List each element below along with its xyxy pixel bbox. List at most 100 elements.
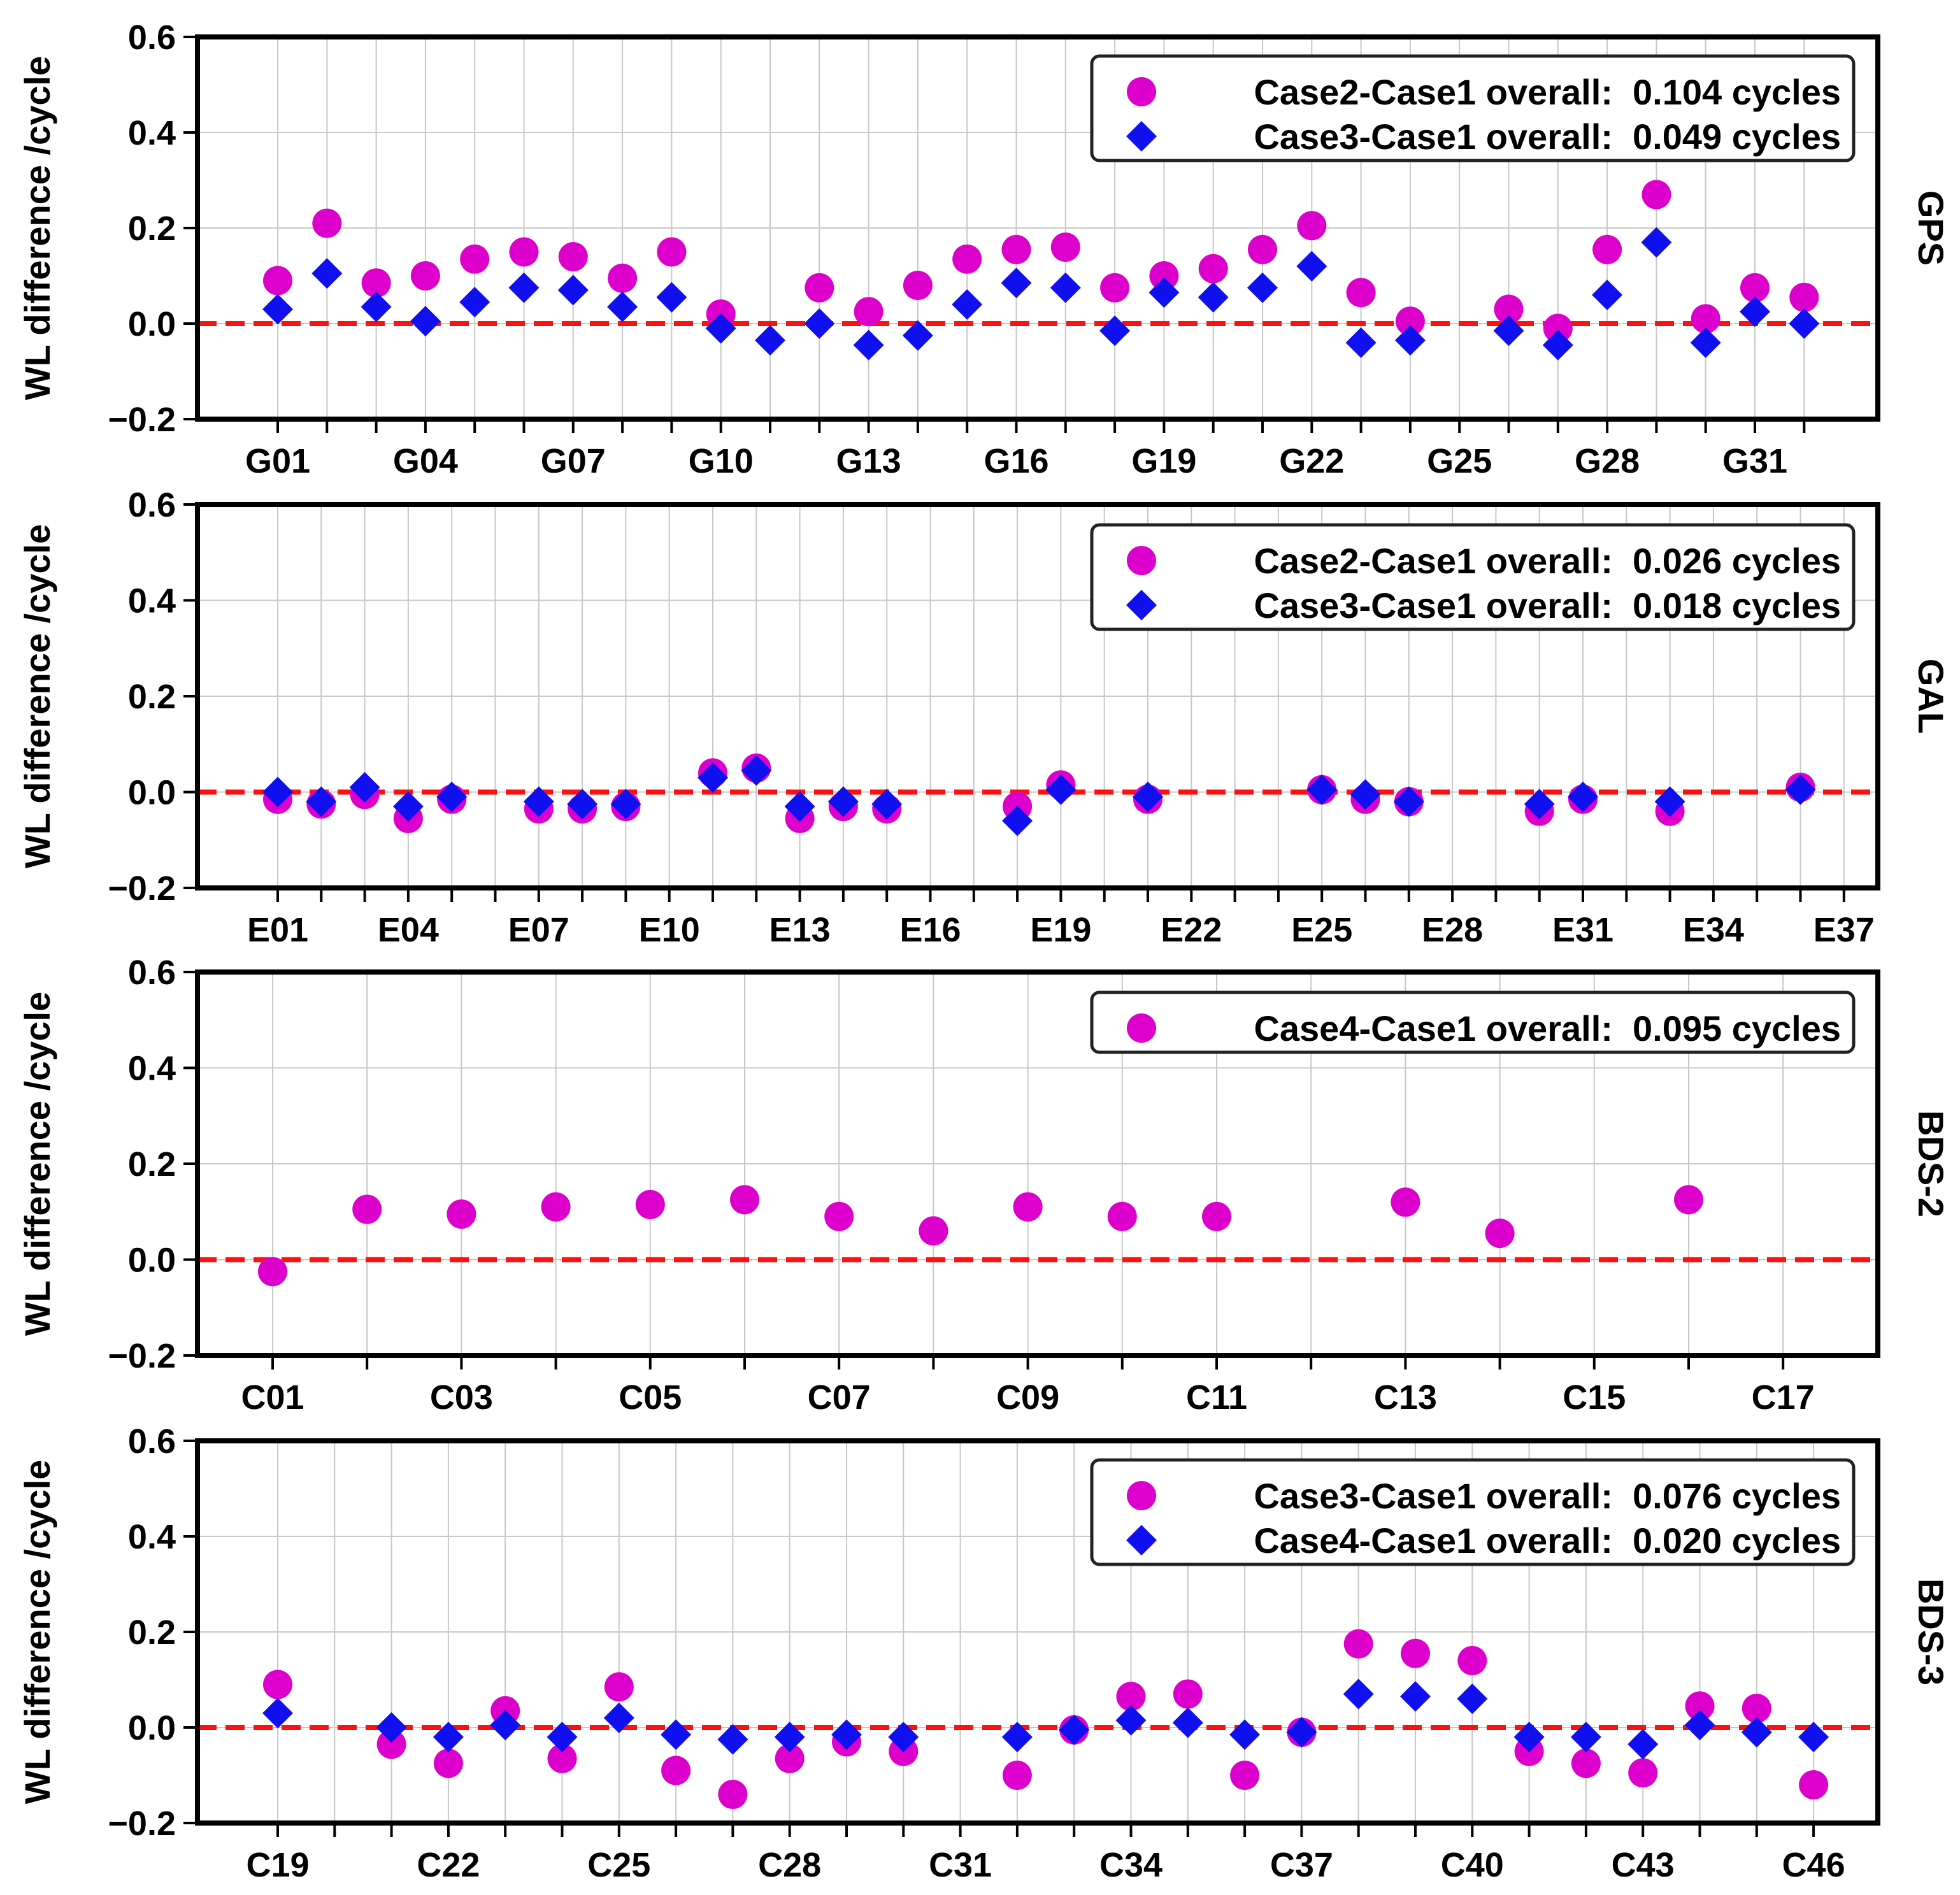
x-tick-label: E04 (378, 911, 439, 949)
data-point-case3-case1 (557, 275, 589, 306)
data-point-case4-case1 (1798, 1722, 1829, 1752)
data-point-case3-case1 (755, 325, 785, 356)
data-point-case3-case1 (705, 313, 736, 344)
y-axis-label: WL difference /cycle (17, 56, 57, 401)
data-point-case3-case1 (1148, 277, 1180, 308)
x-tick-label: G04 (393, 442, 458, 480)
data-point-case3-case1 (262, 294, 293, 325)
legend-marker-diamond (1126, 1525, 1157, 1555)
data-point-case2-case1 (903, 271, 933, 300)
data-point-case3-case1 (1394, 325, 1426, 356)
data-point-case2-case1 (1198, 254, 1228, 283)
x-tick-label: C40 (1441, 1846, 1504, 1884)
data-point-case3-case1 (718, 1780, 748, 1809)
data-point-case3-case1 (263, 1670, 292, 1699)
x-tick-label: G25 (1427, 442, 1492, 480)
x-tick-label: E13 (769, 911, 831, 949)
data-point-case4-case1 (824, 1201, 854, 1231)
data-point-case4-case1 (1570, 1722, 1601, 1752)
data-point-case3-case1 (656, 282, 687, 313)
data-point-case4-case1 (547, 1722, 578, 1752)
data-point-case3-case1 (547, 1743, 577, 1773)
data-point-case2-case1 (1740, 273, 1770, 303)
data-point-case3-case1 (433, 1748, 463, 1778)
x-tick-label: C34 (1099, 1846, 1162, 1884)
x-tick-label: C28 (758, 1846, 821, 1884)
y-tick-label: 0.6 (128, 486, 176, 524)
data-point-case3-case1 (804, 308, 835, 339)
x-tick-label: E16 (899, 911, 961, 949)
x-tick-label: E28 (1422, 911, 1483, 949)
y-tick-label: 0.6 (128, 1422, 176, 1461)
legend-marker-circle (1127, 546, 1156, 575)
data-point-case4-case1 (635, 1189, 665, 1219)
data-point-case3-case1 (1173, 1679, 1203, 1709)
data-point-case3-case1 (1685, 1691, 1715, 1721)
data-point-case4-case1 (1674, 1185, 1703, 1215)
data-point-case4-case1 (1107, 1201, 1137, 1231)
y-tick-label: 0.2 (128, 678, 176, 716)
axes-frame (195, 502, 1880, 890)
data-point-case3-case1 (311, 258, 343, 289)
data-point-case3-case1 (1524, 789, 1555, 820)
legend: Case2-Case1 overall: 0.026 cyclesCase3-C… (1090, 523, 1856, 631)
data-point-case4-case1 (1684, 1710, 1715, 1741)
data-point-case2-case1 (1691, 304, 1720, 334)
legend: Case2-Case1 overall: 0.104 cycles Case3-C… (1090, 54, 1856, 162)
panel-bds-3: 0.6 0.4 0.2 0.0 −0.2 C19 C22 C25 C28 C31 C34 C37 C40… (17, 1422, 1951, 1884)
legend-entry: Case4-Case1 overall: 0.020 cycles (1254, 1520, 1841, 1561)
data-point-case3-case1 (1393, 786, 1424, 817)
data-point-case3-case1 (1050, 272, 1081, 303)
data-point-case2-case1 (1001, 234, 1031, 264)
data-point-case3-case1 (376, 1729, 406, 1759)
data-point-case2-case1 (1248, 234, 1277, 264)
data-point-case3-case1 (1690, 327, 1721, 358)
data-point-case2-case1 (1149, 261, 1179, 290)
y-tick-label: 0.2 (128, 1613, 176, 1652)
system-label: GPS (1911, 190, 1951, 266)
data-point-case2-case1 (854, 297, 883, 327)
data-point-case4-case1 (1286, 1717, 1317, 1748)
legend-marker-diamond (1126, 590, 1157, 620)
data-point-case3-case1 (1799, 1770, 1829, 1799)
data-point-case3-case1 (1045, 774, 1077, 805)
x-tick-label: E07 (508, 911, 569, 949)
y-axis-label: WL difference /cycle (17, 1460, 57, 1805)
data-point-case2-case1 (460, 244, 490, 274)
y-axis-label: WL difference /cycle (17, 524, 57, 869)
data-point-case3-case1 (1230, 1761, 1260, 1790)
y-tick-label: 0.2 (128, 210, 176, 248)
data-point-case4-case1 (730, 1185, 759, 1215)
data-point-case4-case1 (1172, 1707, 1203, 1738)
x-tick-label: G16 (984, 442, 1048, 480)
data-point-case2-case1 (1100, 273, 1130, 303)
legend-marker-circle (1127, 1013, 1156, 1043)
x-tick-label: C22 (417, 1846, 480, 1884)
data-point-case4-case1 (1059, 1714, 1090, 1745)
data-point-case4-case1 (262, 1698, 293, 1729)
legend-entry: Case3-Case1 overall: 0.076 cycles (1254, 1476, 1841, 1516)
data-point-case2-case1 (1297, 211, 1327, 241)
panel-gps: 0.6 0.4 0.2 0.0 −0.2 G01 G04 G07 G10 G13 G16 G19 G22… (17, 18, 1951, 480)
data-point-case3-case1 (1001, 268, 1032, 299)
data-point-case3-case1 (697, 762, 728, 793)
data-point-case2-case1 (1494, 294, 1524, 324)
data-point-case3-case1 (1785, 774, 1816, 805)
x-tick-label: C07 (808, 1378, 871, 1417)
data-point-case3-case1 (306, 786, 337, 817)
data-point-case3-case1 (1641, 227, 1672, 258)
data-point-case4-case1 (831, 1719, 862, 1750)
data-point-case3-case1 (661, 1756, 691, 1785)
data-point-case4-case1 (1229, 1719, 1261, 1750)
data-point-case3-case1 (610, 789, 641, 820)
data-point-case4-case1 (1485, 1219, 1515, 1248)
data-point-case4-case1 (717, 1724, 748, 1755)
data-point-case4-case1 (1001, 1722, 1033, 1752)
data-point-case2-case1 (1346, 278, 1376, 308)
data-point-case4-case1 (1343, 1678, 1374, 1710)
data-point-case3-case1 (775, 1743, 805, 1773)
x-tick-label: C46 (1782, 1846, 1845, 1884)
data-point-case2-case1 (1592, 234, 1622, 264)
data-point-case3-case1 (1345, 327, 1377, 358)
data-point-case3-case1 (902, 320, 933, 351)
